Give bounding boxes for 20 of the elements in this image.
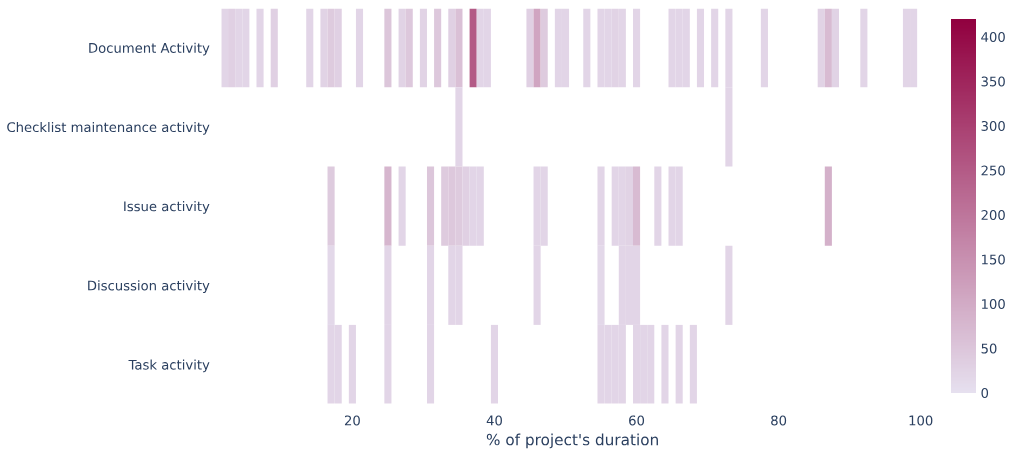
color-bar-label: 50 [981, 343, 997, 354]
x-tick-label: 60 [629, 415, 645, 426]
x-axis-title: % of project's duration [486, 433, 658, 449]
y-tick-label: Task activity [128, 359, 210, 373]
color-bar-label: 100 [982, 299, 1005, 309]
x-tick-label: 80 [771, 415, 787, 426]
x-tick-label: 40 [486, 415, 502, 426]
color-bar-label: 400 [981, 31, 1005, 42]
x-tick-label: 20 [344, 415, 360, 426]
color-bar-label: 150 [982, 254, 1005, 265]
y-tick-label: Discussion activity [88, 280, 210, 294]
color-bar-label: 250 [981, 165, 1005, 176]
y-tick-label: Document Activity [89, 42, 210, 56]
color-bar-label: 350 [981, 76, 1005, 87]
y-tick-label: Checklist maintenance activity [7, 121, 210, 135]
color-bar-label: 300 [981, 120, 1005, 131]
color-bar-label: 0 [981, 388, 989, 399]
y-tick-label: Issue activity [124, 201, 210, 214]
x-tick-label: 100 [909, 415, 933, 426]
color-bar-label: 200 [981, 210, 1005, 220]
